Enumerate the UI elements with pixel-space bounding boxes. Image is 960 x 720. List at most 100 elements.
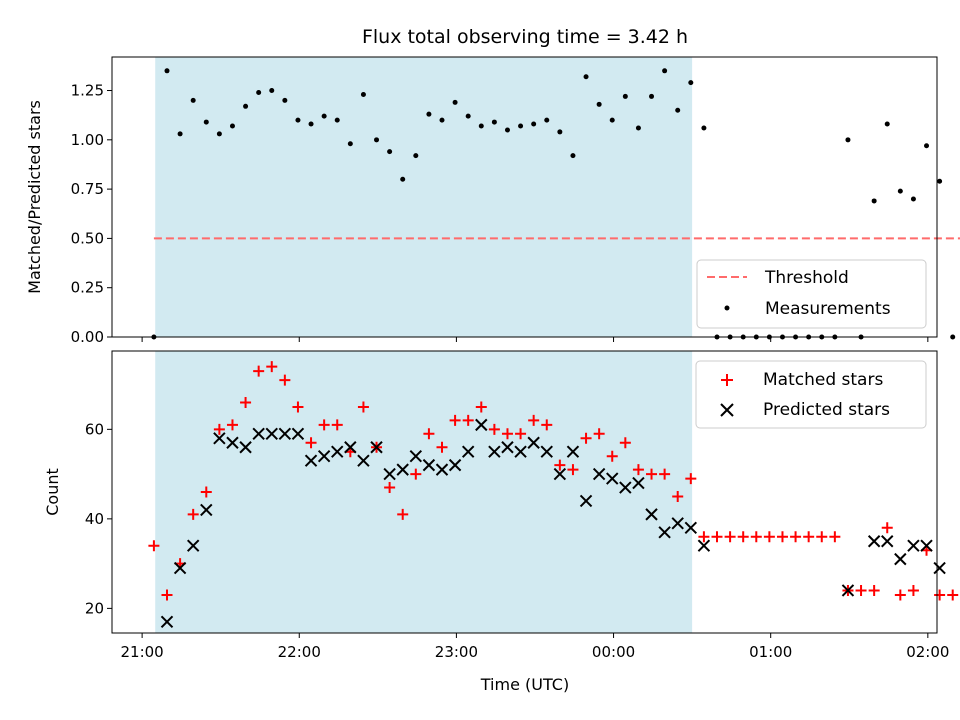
x-tick-label: 00:00 xyxy=(592,643,635,661)
measurement-point xyxy=(478,123,484,129)
matched-star-point xyxy=(947,589,959,601)
predicted-star-point xyxy=(278,427,292,441)
bottom-ylabel: Count xyxy=(43,468,62,516)
predicted-star-point xyxy=(566,445,580,458)
matched-star-point xyxy=(410,468,422,480)
matched-star-point xyxy=(554,459,566,471)
matched-star-point xyxy=(187,508,199,520)
matched-star-point xyxy=(606,450,618,462)
predicted-star-point xyxy=(291,427,305,441)
y-tick-label: 0.25 xyxy=(71,279,104,297)
predicted-star-point xyxy=(239,441,252,454)
matched-star-point xyxy=(737,531,749,543)
matched-star-point xyxy=(462,414,474,426)
bottom-observing-window xyxy=(155,351,693,633)
predicted-star-point xyxy=(331,445,344,458)
measurement-point xyxy=(216,131,222,137)
predicted-star-point xyxy=(933,561,946,575)
predicted-star-point xyxy=(645,508,658,521)
measurement-point xyxy=(374,137,380,143)
bottom-legend: Matched stars Predicted stars xyxy=(695,360,927,429)
predicted-star-point xyxy=(671,517,684,530)
measurement-point xyxy=(583,74,589,80)
measurement-point xyxy=(871,198,877,204)
predicted-star-point xyxy=(514,445,527,458)
measurement-point xyxy=(203,119,209,125)
y-tick-label: 60 xyxy=(85,420,104,438)
matched-star-point xyxy=(580,432,592,444)
matched-star-point xyxy=(449,414,461,426)
legend-predicted-swatch xyxy=(720,403,734,417)
matched-star-point xyxy=(515,428,527,440)
x-tick-label: 23:00 xyxy=(435,643,478,661)
predicted-star-point xyxy=(894,552,907,566)
predicted-star-point xyxy=(357,454,370,467)
predicted-star-point xyxy=(383,467,396,481)
predicted-star-point xyxy=(841,584,855,597)
predicted-star-point xyxy=(461,445,475,458)
bottom-legend-box xyxy=(695,360,927,429)
matched-star-point xyxy=(907,584,919,596)
predicted-star-point xyxy=(370,441,383,454)
legend-matched-swatch xyxy=(721,374,733,386)
measurement-point xyxy=(884,121,890,127)
matched-star-point xyxy=(541,419,553,431)
measurement-point xyxy=(596,101,602,107)
top-observing-window xyxy=(155,57,693,337)
measurement-point xyxy=(452,99,458,105)
legend-measurements-swatch xyxy=(724,305,730,311)
matched-star-point xyxy=(253,365,265,377)
predicted-star-point xyxy=(213,432,226,445)
predicted-star-point xyxy=(344,441,357,454)
measurement-point xyxy=(426,111,432,117)
predicted-star-point xyxy=(527,436,540,449)
matched-star-point xyxy=(279,374,291,386)
predicted-star-point xyxy=(540,445,553,458)
chart-title: Flux total observing time = 3.42 h xyxy=(362,26,688,48)
matched-star-point xyxy=(763,531,775,543)
matched-star-point xyxy=(632,464,644,476)
measurement-point xyxy=(177,131,183,137)
bottom-plot-frame xyxy=(111,350,938,634)
predicted-star-point xyxy=(592,467,606,481)
measurement-point xyxy=(675,107,681,113)
measurement-point xyxy=(924,143,930,149)
matched-star-point xyxy=(292,401,304,413)
matched-star-point xyxy=(868,584,880,596)
y-tick-label: 20 xyxy=(85,599,104,617)
measurement-point xyxy=(701,125,707,131)
y-tick-label: 40 xyxy=(85,510,104,528)
legend-predicted-label: Predicted stars xyxy=(763,400,890,420)
predicted-star-point xyxy=(881,535,894,548)
predicted-star-point xyxy=(226,436,239,449)
matched-star-point xyxy=(776,531,788,543)
predicted-star-point xyxy=(907,539,920,552)
matched-star-point xyxy=(148,540,160,552)
measurement-point xyxy=(662,68,668,74)
top-legend-box xyxy=(696,259,927,329)
measurement-point xyxy=(190,97,196,103)
y-tick-label: 0.50 xyxy=(71,229,104,247)
measurement-point xyxy=(570,153,576,159)
predicted-star-point xyxy=(173,561,187,575)
measurement-point xyxy=(439,117,445,123)
matched-star-point xyxy=(934,589,946,601)
predicted-star-point xyxy=(396,463,409,476)
predicted-star-point xyxy=(684,521,698,535)
matched-star-point xyxy=(619,437,631,449)
predicted-star-point xyxy=(186,539,200,552)
measurement-point xyxy=(387,149,393,155)
matched-star-point xyxy=(803,531,815,543)
predicted-star-point xyxy=(632,476,645,490)
predicted-star-point xyxy=(160,615,174,629)
measurement-point xyxy=(950,334,956,340)
y-tick-label: 0.75 xyxy=(71,180,104,198)
top-legend: Threshold Measurements xyxy=(696,259,927,329)
matched-star-point xyxy=(750,531,762,543)
predicted-star-point xyxy=(579,494,593,508)
measurement-point xyxy=(229,123,235,129)
y-tick-label: 0.00 xyxy=(71,328,104,346)
measurement-point xyxy=(491,119,497,125)
measurement-point xyxy=(688,80,694,86)
